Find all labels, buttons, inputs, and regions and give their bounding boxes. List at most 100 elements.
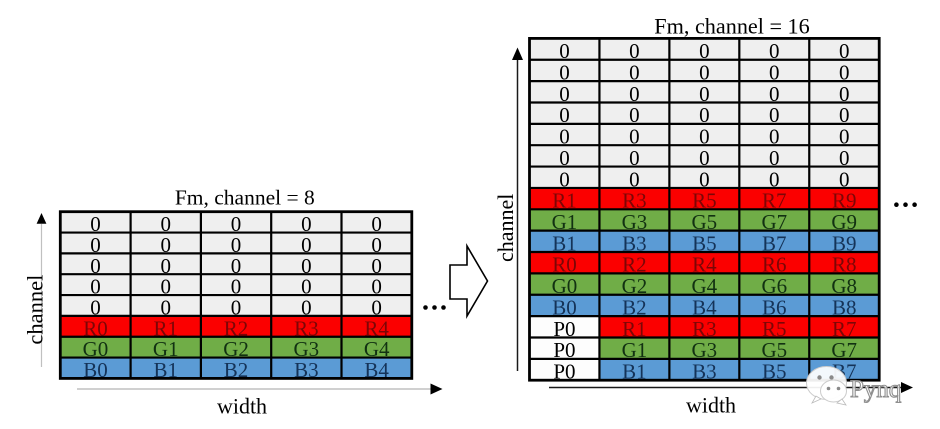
svg-text:Pynq: Pynq: [850, 376, 902, 403]
svg-text:0: 0: [839, 39, 850, 63]
svg-text:0: 0: [301, 295, 312, 319]
svg-text:0: 0: [371, 233, 382, 257]
svg-text:0: 0: [90, 295, 101, 319]
svg-text:B3: B3: [622, 231, 647, 255]
svg-text:G7: G7: [831, 338, 857, 362]
svg-text:0: 0: [839, 146, 850, 170]
svg-text:R0: R0: [83, 316, 108, 340]
svg-text:0: 0: [90, 233, 101, 257]
svg-text:G2: G2: [223, 337, 249, 361]
svg-text:G1: G1: [552, 210, 578, 234]
svg-text:channel: channel: [493, 194, 518, 262]
svg-text:0: 0: [839, 125, 850, 149]
svg-text:B6: B6: [762, 295, 787, 319]
svg-text:0: 0: [371, 295, 382, 319]
svg-text:0: 0: [161, 275, 172, 299]
svg-text:R1: R1: [552, 189, 577, 213]
svg-text:0: 0: [231, 254, 242, 278]
svg-text:0: 0: [559, 146, 570, 170]
svg-text:0: 0: [559, 82, 570, 106]
svg-text:B1: B1: [153, 358, 178, 382]
svg-text:0: 0: [371, 212, 382, 236]
svg-text:0: 0: [231, 295, 242, 319]
svg-text:0: 0: [699, 125, 710, 149]
svg-text:R3: R3: [692, 317, 717, 341]
svg-text:0: 0: [699, 39, 710, 63]
svg-text:R4: R4: [364, 316, 389, 340]
svg-text:0: 0: [699, 146, 710, 170]
svg-text:G7: G7: [761, 210, 787, 234]
svg-text:G6: G6: [761, 274, 787, 298]
svg-text:0: 0: [161, 295, 172, 319]
svg-text:P0: P0: [553, 317, 575, 341]
svg-text:0: 0: [629, 167, 640, 191]
svg-text:0: 0: [769, 125, 780, 149]
svg-text:R5: R5: [692, 189, 717, 213]
svg-text:width: width: [217, 394, 267, 419]
svg-text:width: width: [686, 393, 736, 418]
svg-text:0: 0: [90, 212, 101, 236]
svg-text:0: 0: [161, 254, 172, 278]
svg-text:G4: G4: [364, 337, 390, 361]
svg-text:0: 0: [699, 60, 710, 84]
svg-text:G2: G2: [622, 274, 648, 298]
svg-text:G4: G4: [692, 274, 718, 298]
svg-text:B5: B5: [762, 360, 787, 384]
svg-text:R8: R8: [832, 253, 857, 277]
svg-text:0: 0: [161, 233, 172, 257]
svg-text:0: 0: [699, 82, 710, 106]
svg-text:0: 0: [90, 275, 101, 299]
svg-text:R9: R9: [832, 189, 857, 213]
svg-text:0: 0: [629, 125, 640, 149]
svg-text:P0: P0: [553, 360, 575, 384]
svg-text:B5: B5: [692, 231, 717, 255]
svg-text:G0: G0: [552, 274, 578, 298]
svg-text:0: 0: [769, 82, 780, 106]
svg-text:R2: R2: [622, 253, 647, 277]
svg-text:B2: B2: [224, 358, 249, 382]
svg-text:G1: G1: [622, 338, 648, 362]
svg-text:G8: G8: [831, 274, 857, 298]
svg-text:P0: P0: [553, 338, 575, 362]
svg-text:Fm, channel = 16: Fm, channel = 16: [654, 14, 809, 39]
svg-text:0: 0: [559, 60, 570, 84]
svg-text:B4: B4: [364, 358, 389, 382]
svg-text:R3: R3: [622, 189, 647, 213]
svg-text:R7: R7: [832, 317, 857, 341]
svg-text:B9: B9: [832, 231, 857, 255]
svg-text:0: 0: [769, 39, 780, 63]
svg-text:0: 0: [699, 103, 710, 127]
svg-text:R6: R6: [762, 253, 787, 277]
svg-text:0: 0: [301, 212, 312, 236]
svg-text:0: 0: [629, 146, 640, 170]
svg-text:0: 0: [231, 212, 242, 236]
svg-text:0: 0: [231, 233, 242, 257]
svg-text:channel: channel: [23, 275, 48, 345]
svg-text:0: 0: [559, 125, 570, 149]
svg-text:G3: G3: [692, 338, 718, 362]
svg-text:0: 0: [629, 60, 640, 84]
svg-text:G1: G1: [153, 337, 179, 361]
svg-text:B3: B3: [294, 358, 319, 382]
svg-text:G9: G9: [831, 210, 857, 234]
svg-text:R2: R2: [224, 316, 249, 340]
svg-text:0: 0: [769, 146, 780, 170]
svg-text:B8: B8: [832, 295, 857, 319]
svg-text:0: 0: [769, 167, 780, 191]
svg-text:B3: B3: [692, 360, 717, 384]
svg-text:0: 0: [231, 275, 242, 299]
svg-text:Fm, channel = 8: Fm, channel = 8: [175, 186, 315, 210]
svg-text:R3: R3: [294, 316, 319, 340]
svg-text:R1: R1: [153, 316, 178, 340]
svg-text:0: 0: [301, 254, 312, 278]
svg-text:0: 0: [839, 103, 850, 127]
svg-text:R0: R0: [552, 253, 577, 277]
svg-text:G5: G5: [761, 338, 787, 362]
svg-text:G0: G0: [83, 337, 109, 361]
svg-text:0: 0: [839, 60, 850, 84]
svg-text:G3: G3: [294, 337, 320, 361]
svg-text:B1: B1: [622, 360, 647, 384]
svg-text:0: 0: [769, 103, 780, 127]
svg-text:B4: B4: [692, 295, 717, 319]
svg-text:R5: R5: [762, 317, 787, 341]
